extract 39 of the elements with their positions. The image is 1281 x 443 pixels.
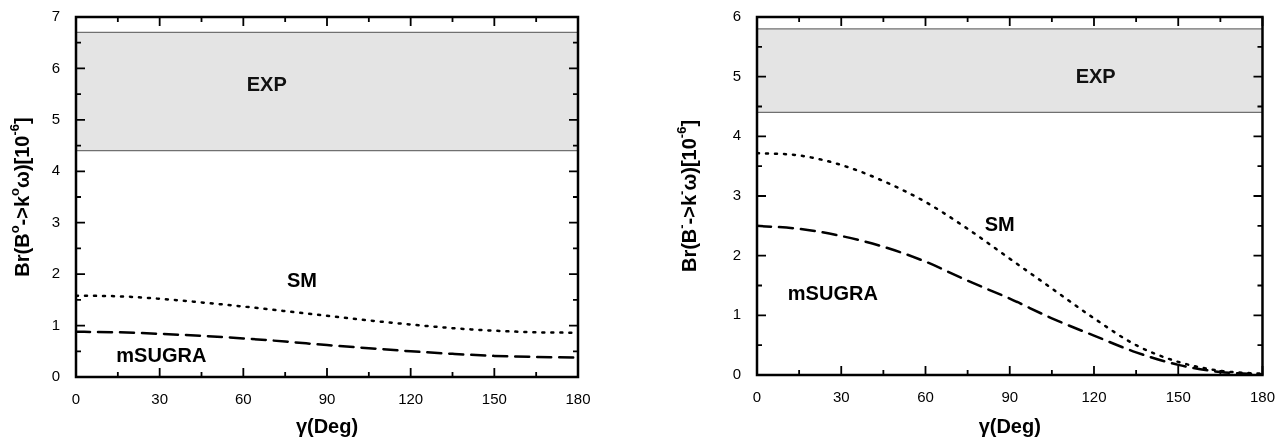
x-tick-label: 180 (1249, 388, 1275, 406)
x-tick-label: 0 (752, 388, 762, 406)
x-tick-label: 30 (151, 390, 169, 408)
y-tick-label: 3 (51, 212, 60, 230)
y-tick-label: 4 (732, 126, 741, 144)
y-tick-label: 3 (732, 186, 741, 204)
x-tick-label: 0 (71, 390, 81, 408)
y-tick-label: 0 (51, 367, 60, 385)
band-label: EXP (246, 72, 287, 95)
x-tick-label: 30 (832, 388, 850, 406)
y-tick-label: 1 (51, 315, 60, 333)
x-tick-label: 60 (234, 390, 252, 408)
band-label: EXP (1075, 65, 1116, 88)
y-tick-label: 6 (732, 7, 741, 25)
series-label: SM (286, 269, 317, 292)
y-tick-label: 6 (51, 58, 60, 76)
x-tick-label: 90 (318, 390, 336, 408)
y-tick-label: 2 (51, 264, 60, 282)
y-tick-label: 1 (732, 305, 741, 323)
x-tick-label: 60 (917, 388, 934, 406)
series-label: mSUGRA (116, 344, 207, 366)
x-tick-label: 150 (481, 390, 507, 408)
x-axis-title: γ(Deg) (295, 414, 359, 437)
series-label: mSUGRA (787, 281, 878, 304)
x-tick-label: 180 (565, 390, 591, 408)
y-tick-label: 7 (51, 7, 60, 25)
y-tick-label: 5 (51, 110, 60, 127)
y-tick-label: 2 (732, 245, 741, 263)
series-label: SM (984, 213, 1015, 236)
x-tick-label: 120 (1081, 388, 1107, 406)
x-tick-label: 90 (1001, 388, 1019, 406)
y-tick-label: 0 (732, 365, 741, 383)
x-tick-label: 150 (1165, 388, 1191, 406)
x-tick-label: 120 (398, 390, 424, 408)
y-axis-title: Br(Bo->koω)[10-6] (6, 117, 33, 277)
y-tick-label: 4 (51, 161, 60, 179)
y-axis-title: Br(B-->k-ω)[10-6] (673, 119, 700, 273)
x-axis-title: γ(Deg) (978, 414, 1041, 437)
y-tick-label: 5 (732, 66, 741, 84)
